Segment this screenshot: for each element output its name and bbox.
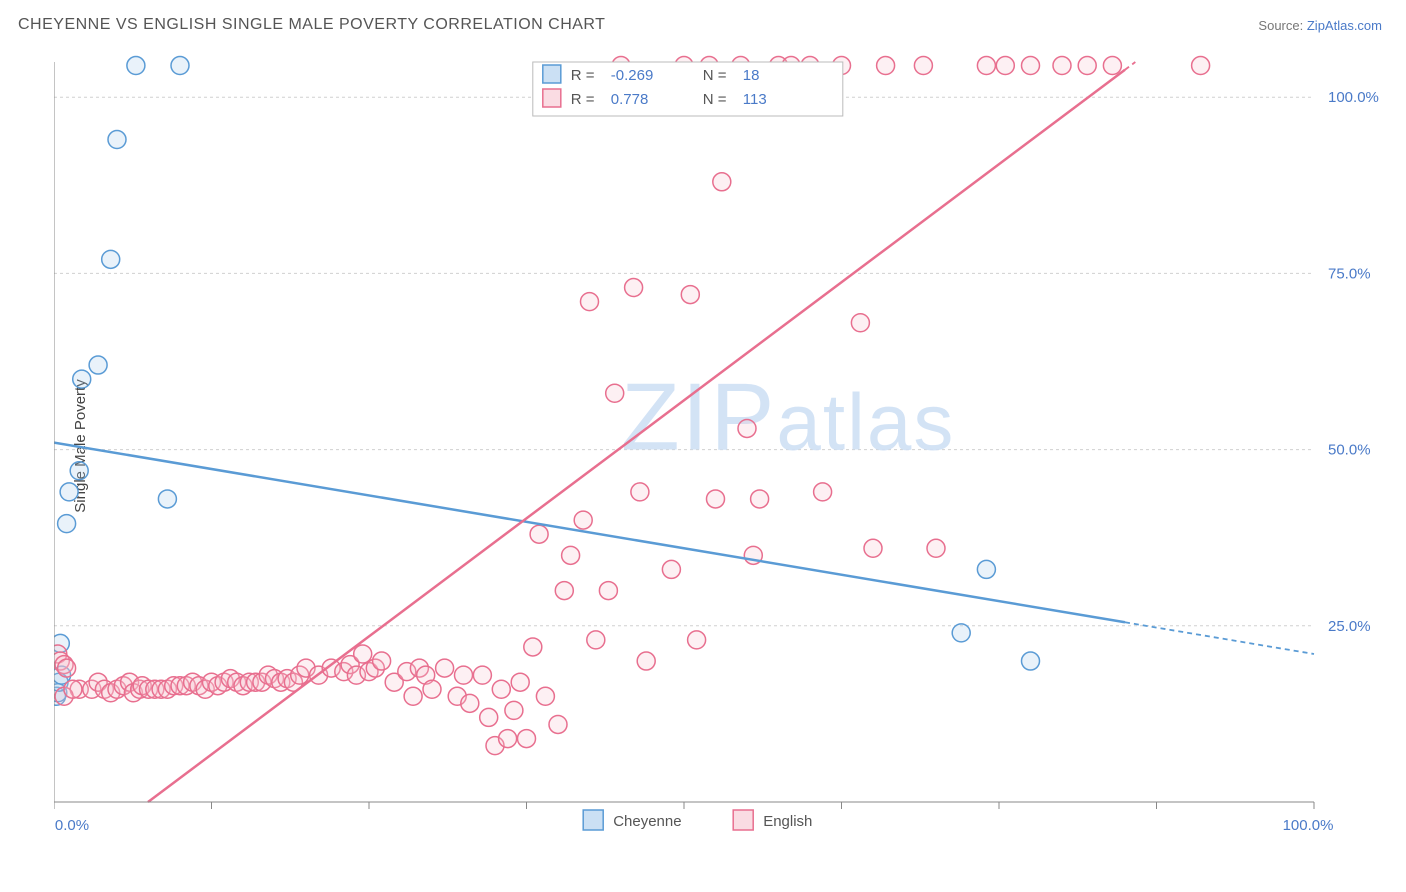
data-point <box>952 624 970 642</box>
data-point <box>511 673 529 691</box>
y-tick-label: 50.0% <box>1328 442 1371 459</box>
stat-label: R = <box>571 67 595 84</box>
stat-label: N = <box>703 91 727 108</box>
data-point <box>1078 57 1096 75</box>
y-tick-label: 75.0% <box>1328 265 1371 282</box>
legend-label: English <box>763 813 812 830</box>
data-point <box>549 715 567 733</box>
data-point <box>436 659 454 677</box>
data-point <box>927 539 945 557</box>
legend-swatch <box>543 89 561 107</box>
data-point <box>877 57 895 75</box>
data-point <box>625 279 643 297</box>
data-point <box>373 652 391 670</box>
data-point <box>108 131 126 149</box>
data-point <box>1192 57 1210 75</box>
stat-N: 113 <box>743 91 767 108</box>
data-point <box>505 701 523 719</box>
stat-R: -0.269 <box>611 67 654 84</box>
data-point <box>70 462 88 480</box>
data-point <box>864 539 882 557</box>
data-point <box>662 560 680 578</box>
watermark: ZIPatlas <box>621 364 955 471</box>
y-tick-label: 100.0% <box>1328 89 1379 106</box>
data-point <box>977 560 995 578</box>
x-tick-label: 0.0% <box>55 817 89 834</box>
data-point <box>461 694 479 712</box>
data-point <box>713 173 731 191</box>
data-point <box>851 314 869 332</box>
data-point <box>738 419 756 437</box>
data-point <box>480 708 498 726</box>
stat-label: N = <box>703 67 727 84</box>
data-point <box>914 57 932 75</box>
data-point <box>60 483 78 501</box>
source-link[interactable]: ZipAtlas.com <box>1307 18 1382 33</box>
data-point <box>814 483 832 501</box>
legend-swatch <box>733 810 753 830</box>
legend-label: Cheyenne <box>613 813 681 830</box>
data-point <box>562 546 580 564</box>
data-point <box>688 631 706 649</box>
trend-line-ext <box>1125 62 1135 70</box>
trend-line <box>54 443 1125 623</box>
data-point <box>1053 57 1071 75</box>
data-point <box>1103 57 1121 75</box>
chart-container: 25.0% 50.0% 75.0% 100.0% ZIPatlas 0.0% 100.0% R… <box>54 50 1386 840</box>
data-point <box>171 57 189 75</box>
data-point <box>751 490 769 508</box>
source-label: Source: <box>1258 18 1303 33</box>
data-point <box>555 582 573 600</box>
stat-R: 0.778 <box>611 91 649 108</box>
data-point <box>518 730 536 748</box>
data-point <box>127 57 145 75</box>
data-point <box>681 286 699 304</box>
data-point <box>977 57 995 75</box>
trend-line-ext <box>1125 622 1314 654</box>
data-point <box>536 687 554 705</box>
x-tick-label: 100.0% <box>1283 817 1334 834</box>
data-point <box>58 659 76 677</box>
legend-swatch <box>583 810 603 830</box>
data-point <box>423 680 441 698</box>
data-point <box>58 515 76 533</box>
data-point <box>637 652 655 670</box>
data-point <box>492 680 510 698</box>
data-point <box>574 511 592 529</box>
data-point <box>996 57 1014 75</box>
source-attribution: Source: ZipAtlas.com <box>1258 18 1382 33</box>
data-point <box>581 293 599 311</box>
data-point <box>606 384 624 402</box>
data-point <box>587 631 605 649</box>
data-point <box>64 680 82 698</box>
page-title: CHEYENNE VS ENGLISH SINGLE MALE POVERTY … <box>18 16 605 34</box>
data-point <box>89 356 107 374</box>
stat-label: R = <box>571 91 595 108</box>
data-point <box>499 730 517 748</box>
data-point <box>404 687 422 705</box>
data-point <box>102 250 120 268</box>
data-point <box>631 483 649 501</box>
data-point <box>473 666 491 684</box>
data-point <box>1022 57 1040 75</box>
data-point <box>158 490 176 508</box>
data-point <box>73 370 91 388</box>
data-point <box>524 638 542 656</box>
trend-line <box>148 70 1125 802</box>
data-point <box>1022 652 1040 670</box>
data-point <box>455 666 473 684</box>
data-point <box>707 490 725 508</box>
y-tick-label: 25.0% <box>1328 618 1371 635</box>
correlation-scatter-chart: 25.0% 50.0% 75.0% 100.0% ZIPatlas 0.0% 100.0% R… <box>54 50 1386 840</box>
data-point <box>599 582 617 600</box>
data-point <box>354 645 372 663</box>
legend-swatch <box>543 65 561 83</box>
stat-N: 18 <box>743 67 760 84</box>
data-point <box>530 525 548 543</box>
